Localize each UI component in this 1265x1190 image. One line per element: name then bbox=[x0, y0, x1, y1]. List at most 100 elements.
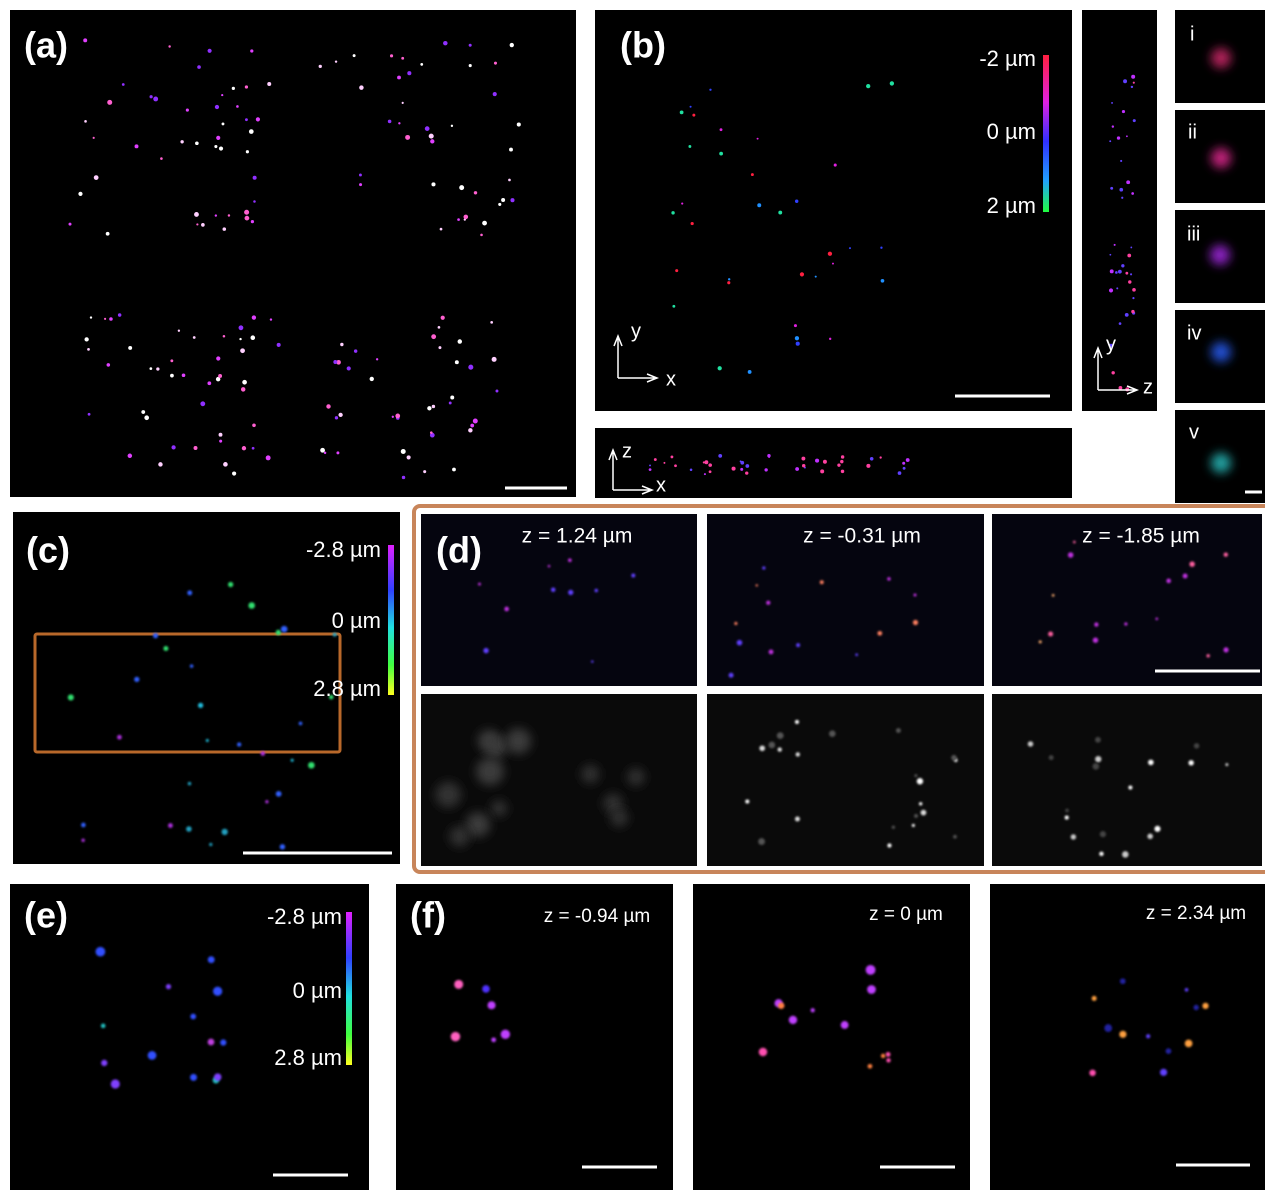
spot bbox=[795, 200, 798, 203]
spot bbox=[340, 343, 343, 346]
spot bbox=[219, 433, 223, 437]
spot bbox=[156, 367, 159, 370]
slice-label: z = 2.34 µm bbox=[1146, 903, 1246, 924]
spot bbox=[228, 214, 230, 216]
spot bbox=[762, 566, 765, 569]
spot bbox=[913, 593, 916, 596]
spot bbox=[880, 247, 882, 249]
spot bbox=[688, 145, 691, 148]
spot bbox=[912, 824, 915, 827]
spot bbox=[256, 117, 260, 121]
spot bbox=[866, 965, 876, 975]
spot bbox=[218, 374, 222, 378]
spot bbox=[265, 800, 268, 803]
spot bbox=[740, 468, 743, 471]
spot bbox=[498, 203, 501, 206]
spot bbox=[458, 339, 462, 343]
axis-label: y bbox=[631, 320, 641, 342]
spot bbox=[1193, 1005, 1198, 1010]
panel-b-xz bbox=[595, 428, 1072, 498]
spot bbox=[548, 565, 551, 568]
spot bbox=[1039, 640, 1042, 643]
spot bbox=[921, 810, 927, 816]
spot bbox=[764, 468, 767, 471]
spot bbox=[732, 467, 736, 471]
spot bbox=[197, 65, 201, 69]
spot bbox=[718, 366, 722, 370]
spot bbox=[1121, 264, 1124, 267]
spot bbox=[795, 467, 799, 471]
spot bbox=[1068, 552, 1074, 558]
spot bbox=[480, 234, 483, 237]
spot bbox=[163, 646, 168, 651]
spot bbox=[1109, 254, 1111, 256]
spot bbox=[117, 735, 122, 740]
spot bbox=[591, 660, 593, 662]
spot bbox=[134, 677, 139, 682]
spot bbox=[1121, 197, 1123, 199]
spot bbox=[671, 211, 674, 214]
spot bbox=[128, 454, 133, 459]
spot bbox=[1028, 741, 1034, 747]
panel-label: (a) bbox=[24, 25, 68, 66]
spot bbox=[1109, 140, 1111, 142]
spot bbox=[160, 157, 163, 160]
spot bbox=[232, 87, 235, 90]
spot bbox=[68, 694, 74, 700]
colorbar-label: 0 µm bbox=[987, 119, 1036, 144]
spot bbox=[482, 985, 490, 993]
spot bbox=[241, 387, 245, 391]
spot bbox=[452, 468, 456, 472]
colorbar bbox=[1043, 55, 1049, 212]
spot bbox=[727, 281, 730, 284]
spot bbox=[93, 137, 95, 139]
spot bbox=[252, 423, 256, 427]
spot bbox=[508, 179, 511, 182]
spot bbox=[1122, 110, 1125, 113]
spot bbox=[390, 54, 393, 57]
spot bbox=[220, 1039, 226, 1045]
panel-label: (c) bbox=[26, 530, 70, 571]
spot bbox=[249, 129, 254, 134]
colorbar-label: 0 µm bbox=[332, 608, 381, 633]
spot bbox=[1065, 816, 1069, 820]
spot bbox=[333, 633, 337, 637]
spot bbox=[1119, 386, 1123, 390]
spot bbox=[1123, 79, 1127, 83]
spot bbox=[898, 471, 902, 475]
spot bbox=[190, 1074, 197, 1081]
spot bbox=[778, 211, 782, 215]
spot bbox=[469, 44, 472, 47]
colorbar-label: 0 µm bbox=[293, 978, 342, 1003]
spot bbox=[492, 357, 497, 362]
spot bbox=[252, 447, 255, 450]
spot bbox=[681, 203, 683, 205]
spot bbox=[194, 446, 198, 450]
spot bbox=[1120, 978, 1126, 984]
spot bbox=[359, 183, 362, 186]
panel-d-raw bbox=[707, 694, 984, 866]
spot bbox=[581, 765, 599, 783]
spot bbox=[109, 317, 113, 321]
spot bbox=[221, 94, 223, 96]
spot bbox=[919, 802, 922, 805]
spot bbox=[627, 768, 644, 785]
spot bbox=[1094, 622, 1098, 626]
spot bbox=[1095, 756, 1101, 762]
colorbar bbox=[388, 545, 394, 695]
spot bbox=[405, 135, 410, 140]
spot bbox=[758, 838, 765, 845]
colorbar-label: -2.8 µm bbox=[306, 537, 381, 562]
spot bbox=[769, 742, 776, 749]
spot bbox=[796, 643, 800, 647]
spot bbox=[430, 431, 433, 434]
spot bbox=[509, 148, 513, 152]
spot bbox=[88, 413, 91, 416]
spot bbox=[250, 49, 253, 52]
spot bbox=[1131, 192, 1134, 195]
spot bbox=[890, 81, 894, 85]
spot bbox=[1100, 831, 1106, 837]
spot bbox=[709, 470, 712, 473]
colorbar-label: -2.8 µm bbox=[267, 904, 342, 929]
colorbar-label: 2.8 µm bbox=[313, 676, 381, 701]
